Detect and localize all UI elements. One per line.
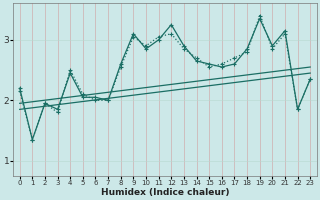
X-axis label: Humidex (Indice chaleur): Humidex (Indice chaleur): [101, 188, 229, 197]
